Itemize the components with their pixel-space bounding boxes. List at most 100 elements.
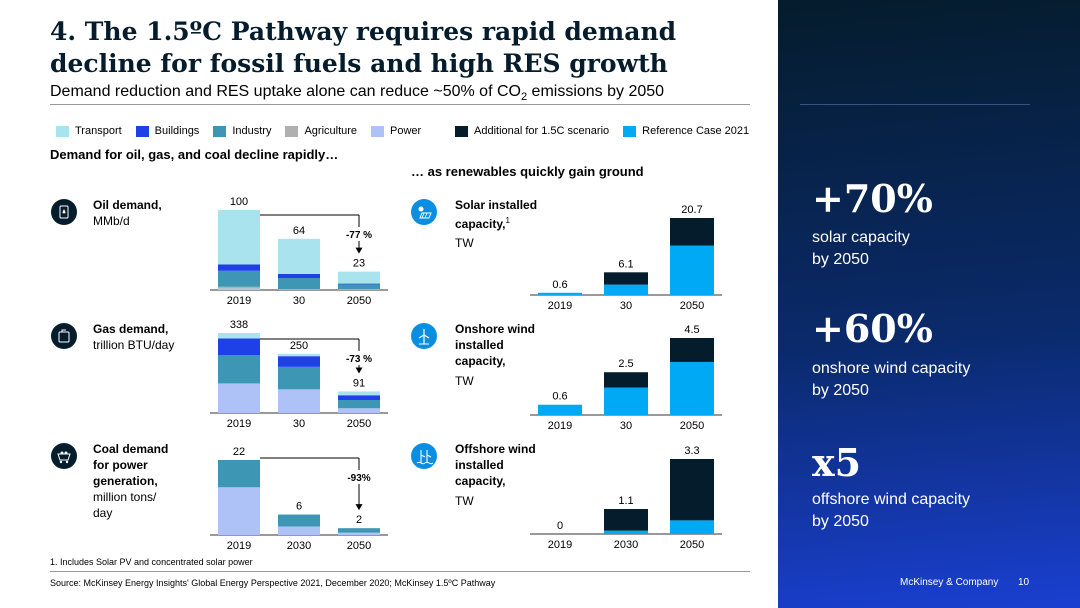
page-number: 10 — [1018, 577, 1030, 588]
total-label-30: 6.1 — [618, 258, 633, 270]
legend-item-agriculture: Agriculture — [285, 125, 357, 137]
total-label-2019: 0.6 — [552, 391, 567, 403]
total-label-2050: 91 — [353, 377, 365, 389]
category-label-2050: 2050 — [680, 539, 704, 551]
bar-buildings-30 — [278, 356, 320, 367]
solar-label: Solar installed capacity,1 TW — [455, 198, 538, 250]
category-label-30: 30 — [293, 295, 305, 307]
category-label-2019: 2019 — [548, 300, 572, 312]
bar-transport-2019 — [218, 333, 260, 339]
bar-additional-for-1-5c-scenario-2050 — [670, 218, 714, 246]
bar-additional-for-1-5c-scenario-2050 — [670, 459, 714, 521]
total-label-2019: 0.6 — [552, 279, 567, 291]
bar-power-30 — [278, 389, 320, 413]
onshore-wind-icon — [411, 323, 437, 349]
bar-transport-2050 — [338, 391, 380, 396]
legend-item-transport: Transport — [56, 125, 122, 137]
highlight-panel — [778, 0, 1080, 608]
title-divider — [50, 104, 750, 105]
bar-power-2019 — [218, 288, 260, 290]
footer-divider — [50, 571, 750, 572]
bar-industry-2019 — [218, 270, 260, 287]
page-title: 4. The 1.5ºC Pathway requires rapid dema… — [50, 17, 677, 78]
oil-barrel-icon — [51, 199, 77, 225]
category-label-2050: 2050 — [680, 420, 704, 432]
gas-tank-icon — [51, 323, 77, 349]
category-label-2050: 2050 — [680, 300, 704, 312]
coal-demand-chart: 22 2019 6 2030 2 2050 -93% — [210, 446, 388, 552]
coal-label: Coal demand for power generation, million t… — [93, 442, 169, 520]
footnote: 1. Includes Solar PV and concentrated so… — [50, 557, 253, 567]
offshore-highlight-value: x5 — [812, 440, 862, 485]
total-label-2019: 338 — [230, 319, 248, 331]
legend-capacity: Additional for 1.5C scenario Reference C… — [455, 125, 763, 137]
bar-power-2019 — [218, 487, 260, 535]
total-label-2050: 4.5 — [684, 324, 699, 336]
total-label-2030: 1.1 — [618, 495, 633, 507]
bar-additional-for-1-5c-scenario-30 — [604, 272, 648, 285]
change-annotation-bg — [343, 227, 375, 241]
total-label-30: 250 — [290, 340, 308, 352]
bar-industry-30 — [278, 278, 320, 290]
category-label-2050: 2050 — [347, 295, 371, 307]
category-label-2030: 2030 — [287, 540, 311, 552]
total-label-30: 2.5 — [618, 358, 633, 370]
bar-transport-2019 — [218, 210, 260, 265]
legend-item-industry: Industry — [213, 125, 271, 137]
bar-industry-30 — [278, 366, 320, 390]
offshore-capacity-chart: 0 2019 1.1 2030 3.3 2050 — [530, 445, 722, 551]
panel-divider — [800, 104, 1030, 105]
bar-reference-case-2021-2050 — [670, 245, 714, 295]
bar-reference-case-2021-2030 — [604, 530, 648, 534]
gas-label: Gas demand, trillion BTU/day — [93, 322, 175, 352]
change-annotation-bg — [343, 351, 375, 365]
category-label-30: 30 — [620, 300, 632, 312]
right-column-heading: … as renewables quickly gain ground — [411, 164, 644, 179]
bar-power-2030 — [278, 526, 320, 535]
bar-agriculture-2050 — [338, 289, 380, 290]
change-annotation: -77 % — [346, 230, 372, 241]
bar-reference-case-2021-30 — [604, 284, 648, 295]
legend-item-power: Power — [371, 125, 421, 137]
total-label-2019: 22 — [233, 446, 245, 458]
onshore-highlight-value: +60% — [812, 306, 933, 351]
bar-additional-for-1-5c-scenario-30 — [604, 372, 648, 388]
change-arrow-head — [355, 367, 363, 374]
bar-additional-for-1-5c-scenario-2050 — [670, 338, 714, 362]
bar-buildings-2050 — [338, 283, 380, 285]
bar-industry-2019 — [218, 460, 260, 488]
total-label-2050: 23 — [353, 258, 365, 270]
bar-reference-case-2021-2050 — [670, 361, 714, 415]
total-label-2050: 3.3 — [684, 445, 699, 457]
bar-industry-2050 — [338, 528, 380, 533]
bar-buildings-2050 — [338, 395, 380, 400]
category-label-2019: 2019 — [227, 540, 251, 552]
solar-highlight-text: solar capacity by 2050 — [812, 229, 910, 268]
left-column-heading: Demand for oil, gas, and coal decline ra… — [50, 147, 339, 162]
bar-reference-case-2021-2050 — [670, 520, 714, 534]
bar-reference-case-2021-2019 — [538, 404, 582, 415]
onshore-label: Onshore wind installed capacity, TW — [455, 322, 536, 388]
offshore-highlight-text: offshore wind capacity by 2050 — [812, 491, 971, 530]
bar-buildings-30 — [278, 274, 320, 278]
bar-transport-30 — [278, 238, 320, 274]
legend-demand: Transport Buildings Industry Agriculture… — [56, 125, 435, 137]
oil-demand-chart: 100 2019 64 30 23 2050 -77 % — [210, 196, 388, 307]
bar-power-2050 — [338, 408, 380, 413]
change-annotation: -93% — [347, 473, 370, 484]
category-label-2050: 2050 — [347, 418, 371, 430]
total-label-2050: 2 — [356, 514, 362, 526]
legend-item-buildings: Buildings — [135, 125, 199, 137]
legend-item-reference: Reference Case 2021 — [623, 125, 749, 137]
category-label-30: 30 — [293, 418, 305, 430]
total-label-2019: 0 — [557, 520, 563, 532]
bar-industry-2050 — [338, 399, 380, 409]
page-subtitle: Demand reduction and RES uptake alone ca… — [50, 83, 665, 104]
bar-reference-case-2021-2019 — [538, 292, 582, 295]
bar-power-2050 — [338, 532, 380, 535]
oil-label: Oil demand, MMb/d — [93, 198, 162, 228]
bar-agriculture-30 — [278, 289, 320, 290]
total-label-2030: 6 — [296, 501, 302, 513]
category-label-2030: 2030 — [614, 539, 638, 551]
source-note: Source: McKinsey Energy Insights' Global… — [50, 578, 496, 588]
